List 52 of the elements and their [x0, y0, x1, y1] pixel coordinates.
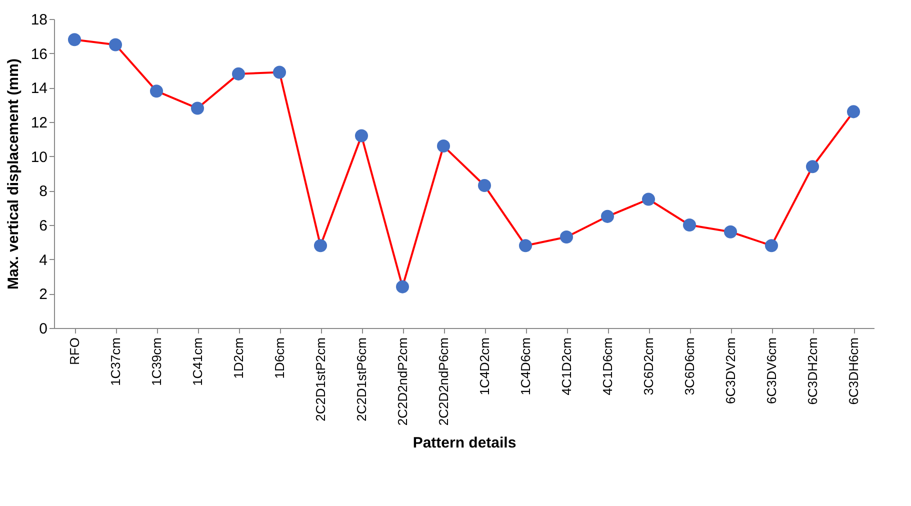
point — [354, 129, 368, 142]
point — [560, 230, 574, 244]
y-axis-title: Max. vertical displacement (mm) — [4, 58, 22, 290]
point — [600, 210, 614, 223]
point — [764, 239, 778, 252]
point — [68, 33, 82, 46]
y-tick-label: 12 — [30, 114, 48, 132]
x-tick-label: 1C37cm — [108, 338, 123, 386]
x-tick-label: 2C2D1stP2cm — [313, 338, 328, 422]
x-tick-label: 6C3DV6cm — [764, 338, 779, 404]
x-tick-label: 1C4D6cm — [518, 338, 533, 396]
point — [190, 102, 204, 115]
y-tick-label: 6 — [39, 218, 48, 234]
point — [806, 160, 820, 174]
x-tick-label: 4C1D6cm — [600, 338, 615, 396]
point — [232, 67, 246, 80]
x-axis-title: Pattern details — [412, 434, 516, 452]
x-tick-label: 1C41cm — [190, 338, 205, 386]
x-tick-label: 6C3DV2cm — [723, 338, 738, 404]
point — [396, 280, 410, 294]
x-tick-label: 6C3DH2cm — [805, 338, 820, 405]
point — [846, 105, 860, 118]
x-tick-label: 3C6D2cm — [641, 338, 656, 396]
point — [724, 225, 738, 238]
y-tick-label: 14 — [30, 80, 48, 98]
x-tick-label: 1D2cm — [231, 338, 246, 379]
x-tick-label: 2C2D2ndP2cm — [395, 338, 410, 426]
x-tick-label: 4C1D2cm — [559, 338, 574, 396]
y-tick-label: 10 — [30, 148, 48, 166]
x-tick-label: 1D6cm — [272, 338, 287, 379]
point — [314, 239, 328, 252]
x-tick-label: 2C2D1stP6cm — [354, 338, 369, 422]
y-tick-label: 18 — [30, 12, 48, 28]
y-tick-label: 4 — [39, 252, 48, 269]
x-tick-label: 1C4D2cm — [477, 338, 492, 396]
point — [682, 218, 696, 232]
x-tick-label: RFO — [67, 338, 82, 365]
x-tick-label: 6C3DH6cm — [846, 338, 861, 405]
y-tick-label: 16 — [30, 46, 48, 63]
point — [642, 192, 656, 206]
point — [272, 66, 286, 79]
point — [108, 38, 122, 52]
point — [150, 84, 164, 98]
x-tick-label: 1C39cm — [149, 338, 164, 386]
y-tick-label: 0 — [39, 320, 48, 338]
point — [436, 140, 450, 153]
point — [478, 179, 492, 192]
point — [518, 239, 532, 252]
x-tick-label: 3C6D6cm — [682, 338, 697, 396]
y-tick-label: 8 — [39, 183, 48, 200]
x-tick-label: 2C2D2ndP6cm — [436, 338, 451, 426]
y-tick-label: 2 — [39, 286, 48, 304]
